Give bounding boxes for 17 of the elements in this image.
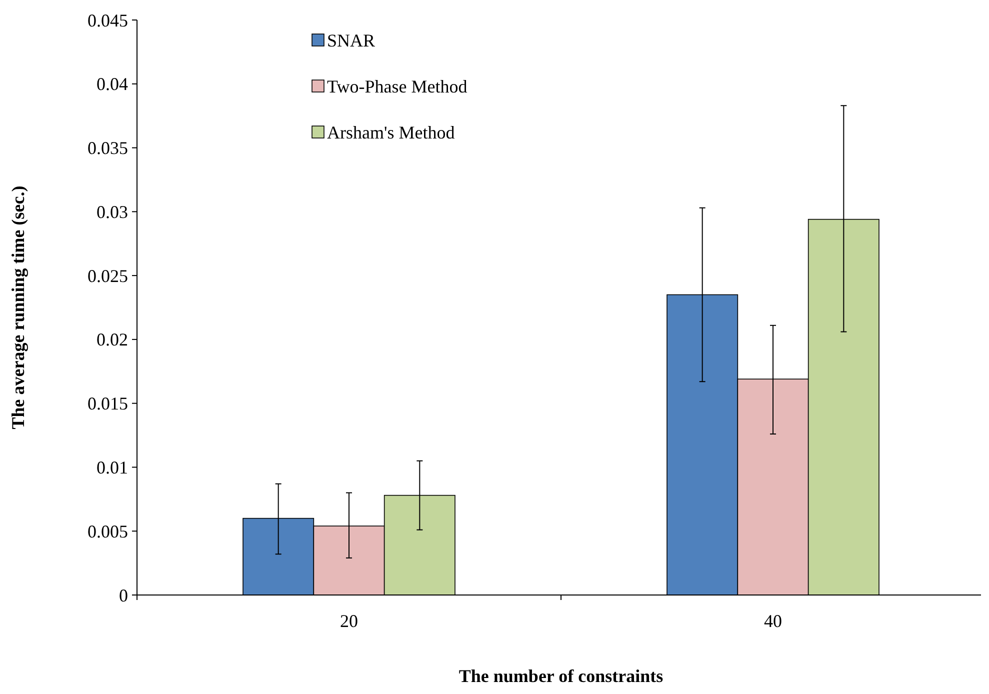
x-axis-title: The number of constraints [458,666,664,686]
legend-label: Two-Phase Method [327,76,468,96]
y-tick-label: 0 [119,585,128,606]
y-axis-title: The average running time (sec.) [8,186,28,430]
x-tick-label: 20 [340,611,358,631]
y-tick-label: 0.005 [88,521,128,542]
y-tick-label: 0.01 [96,458,128,478]
legend-label: Arsham's Method [327,122,455,142]
y-tick-label: 0.045 [88,10,128,30]
y-tick-label: 0.035 [88,138,128,158]
y-tick-label: 0.025 [88,266,128,286]
y-tick-label: 0.02 [96,330,128,350]
y-tick-label: 0.03 [96,202,128,222]
y-tick-label: 0.04 [96,74,128,94]
x-tick-label: 40 [764,611,782,631]
y-tick-label: 0.015 [88,394,128,414]
legend-label: SNAR [327,30,376,50]
